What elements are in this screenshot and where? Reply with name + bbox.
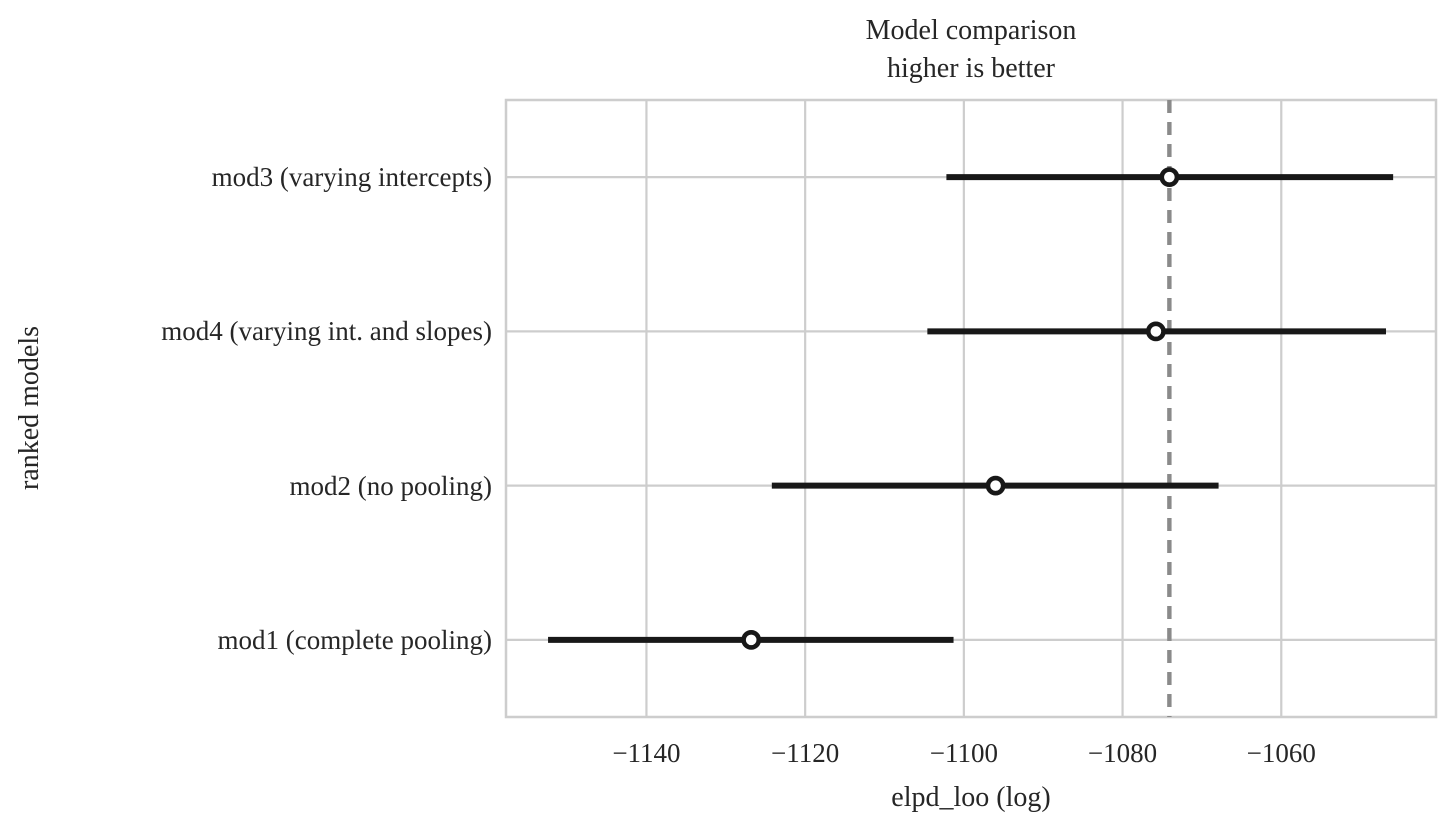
- y-tick-label: mod2 (no pooling): [289, 470, 493, 501]
- x-tick-label: −1100: [929, 738, 998, 768]
- x-tick-label: −1080: [1087, 738, 1158, 768]
- chart-title-line-2: higher is better: [887, 53, 1055, 84]
- point-estimate-marker: [1159, 167, 1180, 188]
- point-estimate-marker: [1145, 321, 1166, 342]
- x-axis-label: elpd_loo (log): [891, 782, 1051, 813]
- chart-title: Model comparison higher is better: [506, 12, 1436, 88]
- point-estimate-marker: [985, 475, 1006, 496]
- y-tick-label: mod3 (varying intercepts): [211, 162, 492, 193]
- y-tick-label: mod4 (varying int. and slopes): [161, 316, 492, 347]
- x-tick-label: −1060: [1246, 738, 1316, 768]
- x-tick-label: −1120: [771, 738, 840, 768]
- chart-title-line-1: Model comparison: [865, 15, 1077, 46]
- point-estimate-marker: [741, 629, 762, 650]
- y-tick-label: mod1 (complete pooling): [217, 624, 492, 655]
- x-tick-label: −1140: [612, 738, 681, 768]
- plot-border: [504, 98, 1438, 719]
